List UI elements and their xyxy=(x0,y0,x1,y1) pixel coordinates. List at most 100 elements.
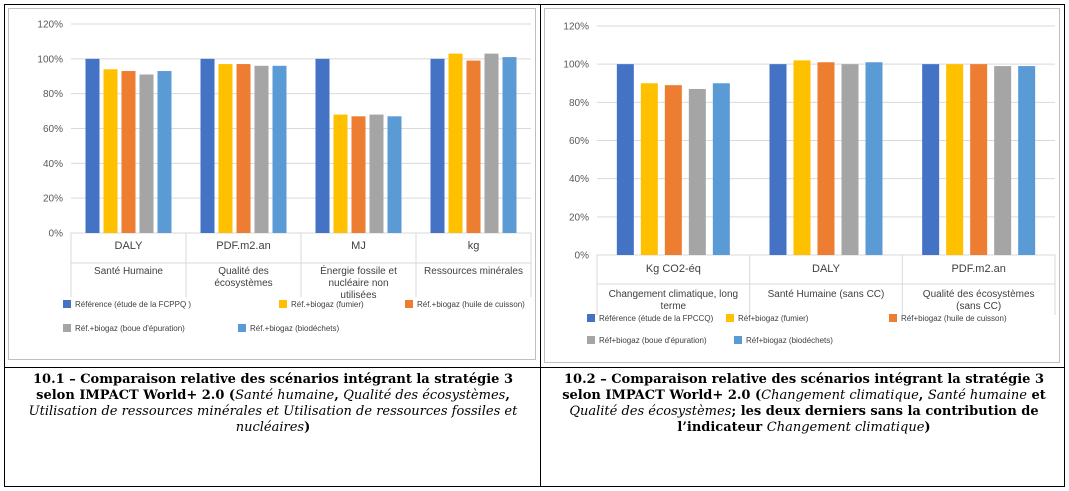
y-tick-label: 0% xyxy=(575,251,590,262)
caption-italic-term: Santé humaine xyxy=(927,388,1027,403)
caption-text: , xyxy=(334,388,344,403)
bar xyxy=(865,62,883,256)
caption-italic-term: Santé humaine xyxy=(235,388,335,403)
bar-chart-2: 0% 20% 40% 60% 80% 100% 120% Kg CO2-éq Changemen… xyxy=(563,22,1056,345)
bar xyxy=(1018,66,1036,255)
legend-label: Réf.+biogaz (fumier) xyxy=(291,300,364,309)
bar xyxy=(688,88,706,255)
caption-text: ; les deux derniers sans la contribution… xyxy=(677,404,1039,435)
legend-label: Réf.+biogaz (huile de cuisson) xyxy=(417,300,525,309)
caption-text: 10.2 – Comparaison relative des scénario… xyxy=(562,372,1044,403)
y-tick-label: 0% xyxy=(49,229,64,240)
caption-italic-term: Utilisation de ressources minérales et U… xyxy=(28,404,518,435)
bar xyxy=(616,64,634,255)
legend-label: Réf+biogaz (huile de cuisson) xyxy=(901,314,1007,323)
y-tick-label: 80% xyxy=(43,89,63,100)
legend-label: Réf.+biogaz (biodéchets) xyxy=(250,324,340,333)
y-tick-label: 40% xyxy=(569,174,589,185)
x-category-name-label: Changement climatique, long terme xyxy=(609,289,739,312)
legend-label: Réf+biogaz (biodéchets) xyxy=(746,336,833,345)
figure-table xyxy=(4,4,1065,487)
x-category-unit-label: DALY xyxy=(812,263,841,275)
bar xyxy=(817,62,835,256)
legend-label: Réf.+biogaz (boue d'épuration) xyxy=(75,324,185,333)
x-category-unit-label: kg xyxy=(468,240,480,252)
bar xyxy=(946,64,964,255)
bar xyxy=(254,65,269,233)
bar xyxy=(640,83,658,255)
x-category-unit-label: PDF.m2.an xyxy=(951,263,1005,275)
legend-swatch xyxy=(279,300,287,308)
bar xyxy=(430,58,445,234)
legend-swatch xyxy=(405,300,413,308)
x-category-name-label: Énergie fossile et nucléaire non utilisées xyxy=(320,264,397,301)
legend-label: Référence (étude de la FPCCQ) xyxy=(599,314,714,323)
bar xyxy=(200,58,215,234)
y-tick-label: 120% xyxy=(563,22,589,33)
bar xyxy=(333,114,348,233)
bar xyxy=(484,53,499,233)
y-tick-label: 100% xyxy=(37,54,63,65)
column-divider xyxy=(540,4,541,487)
legend-swatch xyxy=(587,336,595,344)
caption-italic-term: Qualité des écosystèmes xyxy=(569,404,732,419)
figure-caption-2: 10.2 – Comparaison relative des scénario… xyxy=(548,372,1060,436)
bar xyxy=(139,74,154,233)
legend-swatch xyxy=(238,324,246,332)
y-tick-label: 60% xyxy=(43,124,63,135)
bar xyxy=(103,69,118,234)
bar xyxy=(157,71,172,234)
caption-text: et xyxy=(1026,388,1046,403)
caption-text: , xyxy=(918,388,928,403)
bar xyxy=(315,58,330,234)
bar xyxy=(351,116,366,233)
legend-label: Réf+biogaz (boue d'épuration) xyxy=(599,336,707,345)
bar xyxy=(970,64,988,255)
bar xyxy=(712,83,730,255)
bar xyxy=(272,65,287,233)
x-category-unit-label: DALY xyxy=(115,240,144,252)
figure-caption-1: 10.1 – Comparaison relative des scénario… xyxy=(14,372,532,436)
legend-swatch xyxy=(889,314,897,322)
chart-panel-1: 0% 20% 40% 60% 80% 100% 120% DALY Santé Humaine P… xyxy=(5,5,540,367)
bar xyxy=(994,66,1012,255)
caption-italic-term: Qualité des écosystèmes xyxy=(343,388,506,403)
x-category-name-label: Santé Humaine (sans CC) xyxy=(768,289,885,300)
bar xyxy=(769,64,787,255)
x-category-name-label: Ressources minérales xyxy=(424,266,523,277)
x-category-unit-label: PDF.m2.an xyxy=(216,240,270,252)
y-tick-label: 100% xyxy=(563,60,589,71)
y-tick-label: 20% xyxy=(569,212,589,223)
caption-italic-term: Changement climatique xyxy=(761,388,919,403)
bar xyxy=(448,53,463,233)
legend-swatch xyxy=(63,300,71,308)
caption-text: ) xyxy=(304,420,311,435)
x-category-name-label: Qualité des écosystèmes xyxy=(214,266,272,289)
y-tick-label: 60% xyxy=(569,136,589,147)
legend-label: Réf+biogaz (fumier) xyxy=(738,314,809,323)
bar xyxy=(85,58,100,234)
bar xyxy=(922,64,940,255)
caption-text: ) xyxy=(924,420,931,435)
caption-italic-term: Changement climatique xyxy=(766,420,925,435)
caption-text: 10.1 – Comparaison relative des scénario… xyxy=(33,372,513,403)
legend-swatch xyxy=(734,336,742,344)
bar xyxy=(121,71,136,234)
legend-swatch xyxy=(63,324,71,332)
caption-text: , xyxy=(505,388,510,403)
bar xyxy=(502,57,517,233)
chart-frame-2: 0% 20% 40% 60% 80% 100% 120% Kg CO2-éq Changemen… xyxy=(544,8,1060,363)
chart-panel-2: 0% 20% 40% 60% 80% 100% 120% Kg CO2-éq Changemen… xyxy=(541,5,1064,367)
bar xyxy=(218,64,233,233)
y-tick-label: 20% xyxy=(43,194,63,205)
bar xyxy=(236,64,251,233)
x-category-name-label: Santé Humaine xyxy=(94,266,163,277)
bar-chart-1: 0% 20% 40% 60% 80% 100% 120% DALY Santé Humaine P… xyxy=(37,20,532,333)
legend-swatch xyxy=(726,314,734,322)
x-category-unit-label: Kg CO2-éq xyxy=(646,263,701,275)
x-category-name-label: Qualité des écosystèmes (sans CC) xyxy=(923,289,1035,312)
chart-frame-1: 0% 20% 40% 60% 80% 100% 120% DALY Santé Humaine P… xyxy=(8,8,536,360)
legend-label: Référence (étude de la FCPPQ ) xyxy=(75,300,191,309)
y-tick-label: 40% xyxy=(43,159,63,170)
bar xyxy=(841,64,859,255)
